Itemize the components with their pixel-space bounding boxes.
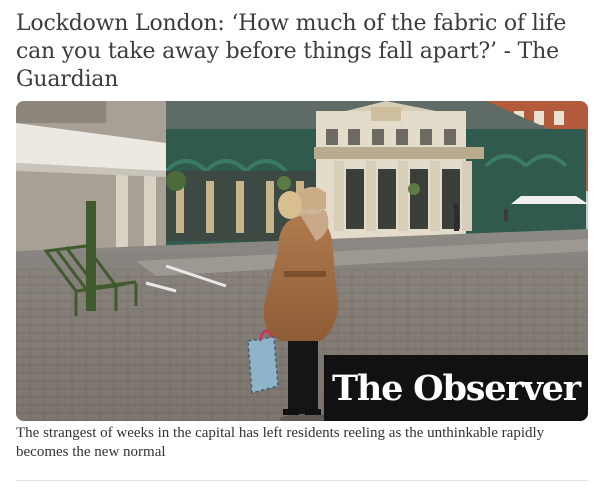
article-image[interactable]: The Observer bbox=[16, 101, 588, 421]
article-card[interactable]: Lockdown London: ‘How much of the fabric… bbox=[16, 10, 588, 94]
the-observer-logo: The Observer bbox=[324, 355, 588, 421]
covent-garden-photo bbox=[16, 101, 588, 421]
article-headline[interactable]: Lockdown London: ‘How much of the fabric… bbox=[16, 11, 567, 92]
article-standfirst[interactable]: The strangest of weeks in the capital ha… bbox=[16, 425, 545, 460]
divider bbox=[16, 480, 588, 481]
